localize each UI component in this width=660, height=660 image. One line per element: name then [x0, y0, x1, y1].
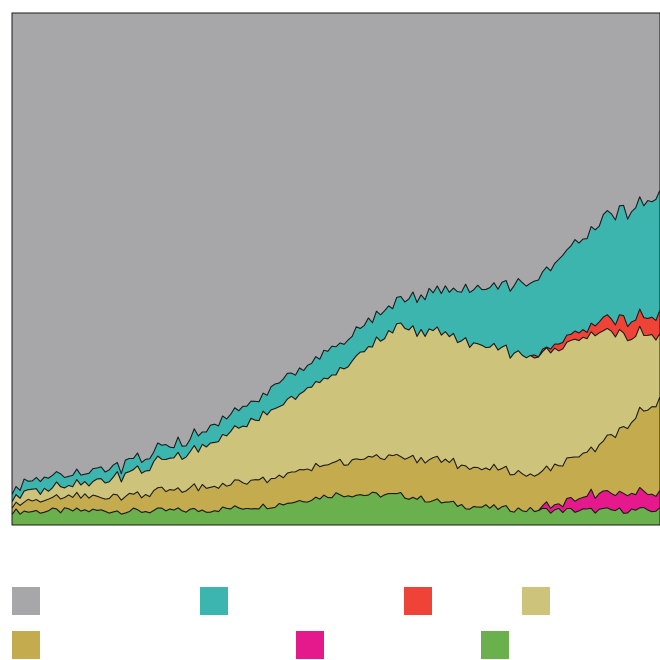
legend-swatch-5 — [296, 631, 324, 659]
legend-swatch-3 — [522, 587, 550, 615]
legend-swatch-6 — [481, 631, 509, 659]
area-series-0 — [11, 491, 660, 526]
area-series-group — [11, 12, 660, 526]
legend-swatch-1 — [200, 587, 228, 615]
legend-swatch-2 — [404, 587, 432, 615]
legend-swatch-4 — [12, 631, 40, 659]
stacked-area-chart — [11, 12, 660, 526]
legend-swatch-0 — [12, 587, 40, 615]
